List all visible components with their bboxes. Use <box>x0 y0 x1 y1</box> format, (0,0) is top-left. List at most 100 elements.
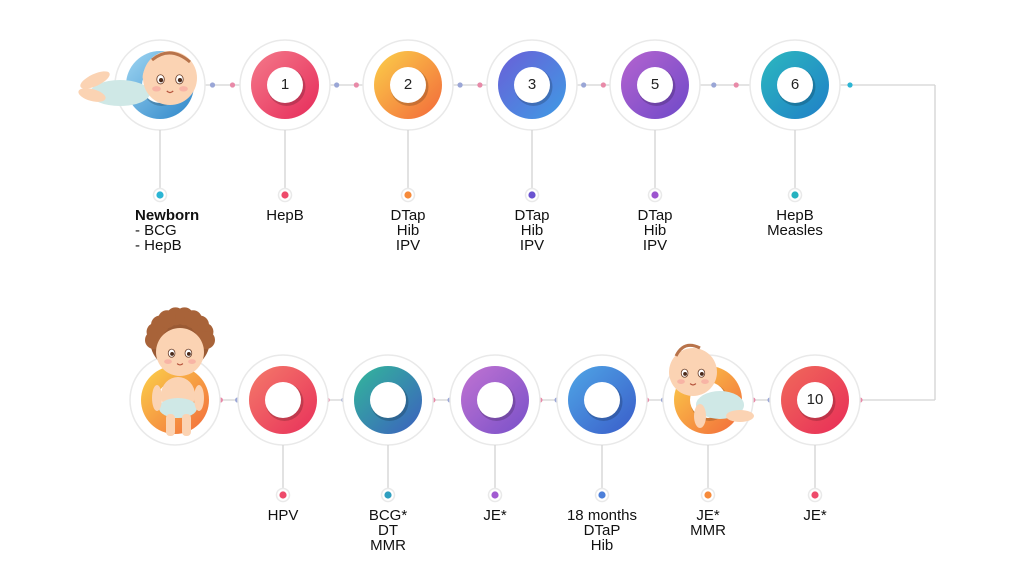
stem-dot <box>491 491 499 499</box>
baby-pupil <box>699 372 704 376</box>
vaccine-label-line: DTap <box>390 207 426 224</box>
stem-dot <box>156 191 164 199</box>
baby-head <box>143 51 197 105</box>
baby-cheek <box>677 379 685 384</box>
baby-cheek <box>164 359 172 364</box>
vaccine-label-line: 18 months <box>566 507 638 524</box>
baby-illustrations <box>78 51 754 436</box>
month-number: 3 <box>527 76 537 93</box>
vaccine-label-line: JE* <box>696 507 720 524</box>
baby-cheek <box>152 86 161 92</box>
timeline-node-bcg <box>342 354 434 503</box>
timeline-node-m18 <box>556 354 648 503</box>
vaccine-label-line: Hib <box>396 222 420 239</box>
vaccine-label-line: JE* <box>803 507 827 524</box>
vaccine-label-line: - BCG <box>135 222 177 239</box>
baby-arm <box>194 385 204 411</box>
baby-pupil <box>158 78 164 83</box>
stem-dot <box>651 191 659 199</box>
connector-dot <box>711 82 717 88</box>
vaccine-label-line: Measles <box>767 222 823 239</box>
center-disc <box>370 382 406 418</box>
vaccine-label-m5: DTap Hib IPV <box>575 208 735 253</box>
connector-dot <box>209 82 216 88</box>
vaccine-label-line: Hib <box>643 222 667 239</box>
connector-dot <box>600 82 606 88</box>
month-number: 2 <box>403 76 413 93</box>
center-disc <box>390 67 426 103</box>
baby-pupil <box>170 352 174 356</box>
vaccine-label-bcg: BCG* DT MMR <box>308 508 468 553</box>
vaccine-label-line: HepB <box>776 207 814 224</box>
center-disc <box>637 67 673 103</box>
timeline-node-m5 <box>609 39 701 203</box>
vaccine-label-m2: DTap Hib IPV <box>328 208 488 253</box>
baby-mouth <box>176 363 184 366</box>
timeline-node-m10 <box>769 354 861 503</box>
stem-dot <box>791 191 799 199</box>
baby-arm <box>152 385 162 411</box>
baby-arm <box>694 404 706 428</box>
crawling-baby-illustration <box>669 343 754 428</box>
connector-dot <box>229 82 236 88</box>
baby-mouth <box>166 90 174 94</box>
center-disc <box>777 67 813 103</box>
stem-dot <box>279 491 287 499</box>
stem-dot <box>384 491 392 499</box>
stem-dot <box>281 191 289 199</box>
stem-dot <box>598 491 606 499</box>
stem-dot <box>704 491 712 499</box>
center-disc <box>477 382 513 418</box>
vaccine-label-line: Newborn <box>135 207 200 224</box>
baby-pupil <box>177 78 183 83</box>
center-disc <box>514 67 550 103</box>
vaccine-label-line: MMR <box>690 522 726 539</box>
stem-dot <box>404 191 412 199</box>
month-number: 5 <box>650 76 660 93</box>
vaccine-label-line: IPV <box>395 237 421 254</box>
vaccine-label-line: IPV <box>519 237 545 254</box>
timeline-node-m3 <box>486 39 578 203</box>
vaccine-label-line: HepB <box>266 207 304 224</box>
center-disc <box>797 382 833 418</box>
vaccine-label-m12: JE* MMR <box>628 508 788 538</box>
month-number: 10 <box>806 391 824 408</box>
baby-cheek <box>188 359 196 364</box>
baby-leg <box>78 88 106 102</box>
baby-cheek <box>701 379 709 384</box>
newborn-baby-illustration <box>78 51 197 106</box>
timeline-node-hpv <box>237 354 329 503</box>
vaccine-label-hpv: HPV <box>203 508 363 523</box>
vaccine-label-line: MMR <box>370 537 406 554</box>
vaccine-label-line: DTap <box>514 207 550 224</box>
connector-dot <box>457 82 463 88</box>
timeline-node-m1 <box>239 39 331 203</box>
baby-head <box>156 328 204 376</box>
baby-leg <box>726 410 754 422</box>
connector-dot <box>477 82 483 88</box>
baby-diaper <box>159 398 197 418</box>
timeline-node-m6 <box>749 39 841 203</box>
stem-dot <box>811 491 819 499</box>
center-disc <box>265 382 301 418</box>
vaccine-label-line: HPV <box>267 507 299 524</box>
connector-dot <box>847 82 853 88</box>
vaccine-label-line: DT <box>378 522 398 539</box>
vaccine-label-m6: HepB Measles <box>715 208 875 238</box>
vaccine-label-m3: DTap Hib IPV <box>452 208 612 253</box>
baby-hair <box>674 343 701 357</box>
baby-hair <box>151 51 191 64</box>
baby-pupil <box>683 372 688 376</box>
vaccine-label-line: BCG* <box>368 507 408 524</box>
vaccine-label-line: Hib <box>590 537 614 554</box>
toddler-illustration <box>145 307 215 436</box>
vaccine-label-je: JE* <box>415 508 575 523</box>
vaccine-label-line: DTap <box>637 207 673 224</box>
month-number: 1 <box>280 76 290 93</box>
baby-mouth <box>689 383 697 386</box>
baby-leg <box>166 414 175 436</box>
vaccine-label-newborn: Newborn - BCG - HepB <box>135 208 255 253</box>
connector-dot <box>733 82 739 88</box>
stem-dot <box>528 191 536 199</box>
